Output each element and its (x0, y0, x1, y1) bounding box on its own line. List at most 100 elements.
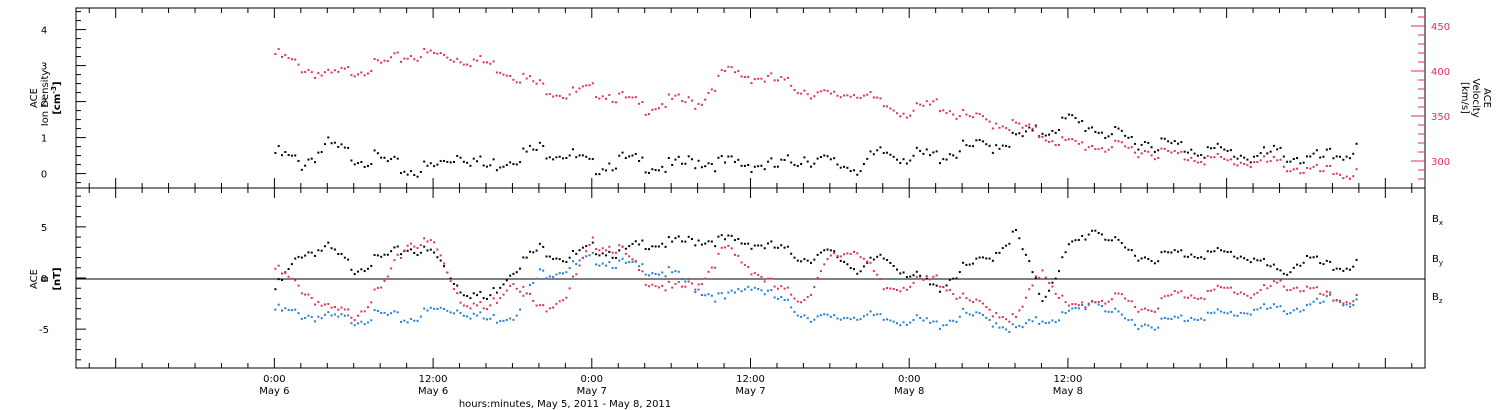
data-point (1339, 301, 1342, 304)
data-point (1044, 139, 1047, 142)
x-tick-date: May 6 (259, 386, 289, 397)
data-point (1054, 277, 1057, 280)
data-point (476, 294, 479, 297)
data-point (707, 92, 710, 95)
data-point (280, 309, 283, 312)
data-point (535, 277, 538, 280)
data-point (363, 310, 366, 313)
data-point (307, 314, 310, 317)
data-point (621, 151, 624, 154)
data-point (1190, 294, 1193, 297)
data-point (390, 312, 393, 315)
data-point (528, 283, 531, 286)
data-point (1342, 302, 1345, 305)
data-point (664, 275, 667, 278)
data-point (1276, 148, 1279, 151)
data-point (1236, 314, 1239, 317)
data-point (1163, 137, 1166, 140)
data-point (836, 256, 839, 259)
data-point (373, 309, 376, 312)
data-point (747, 242, 750, 245)
data-point (545, 310, 548, 313)
data-point (538, 242, 541, 245)
data-point (1339, 267, 1342, 270)
data-point (409, 55, 412, 58)
data-point (909, 285, 912, 288)
data-point (1210, 289, 1213, 292)
data-point (1064, 311, 1067, 314)
data-point (360, 268, 363, 271)
data-point (823, 249, 826, 252)
data-point (1236, 257, 1239, 260)
data-point (1239, 291, 1242, 294)
data-point (495, 291, 498, 294)
data-point (740, 164, 743, 167)
data-point (409, 170, 412, 173)
data-point (661, 103, 664, 106)
series-bz (274, 236, 1358, 323)
data-point (429, 239, 432, 242)
data-point (677, 270, 680, 273)
data-point (902, 112, 905, 115)
data-point (631, 258, 634, 261)
data-point (634, 152, 637, 155)
density-tick-label: 1 (41, 134, 47, 145)
data-point (1147, 309, 1150, 312)
data-point (800, 260, 803, 263)
velocity-label-2: Velocity (1470, 78, 1481, 117)
data-point (433, 251, 436, 254)
data-point (406, 244, 409, 247)
data-point (1001, 144, 1004, 147)
data-point (1259, 288, 1262, 291)
data-point (849, 170, 852, 173)
data-point (866, 93, 869, 96)
data-point (783, 246, 786, 249)
data-point (833, 250, 836, 253)
data-point (581, 256, 584, 259)
legend-by: By (1432, 254, 1443, 267)
data-point (829, 315, 832, 318)
data-point (839, 318, 842, 321)
x-tick-time: 0:00 (898, 374, 920, 385)
data-point (479, 55, 482, 58)
data-point (988, 318, 991, 321)
data-point (466, 295, 469, 298)
data-point (826, 248, 829, 251)
data-point (813, 95, 816, 98)
data-point (776, 246, 779, 249)
data-point (750, 247, 753, 250)
data-point (383, 253, 386, 256)
data-point (462, 294, 465, 297)
data-point (1302, 161, 1305, 164)
data-point (938, 327, 941, 330)
data-point (363, 323, 366, 326)
data-point (502, 165, 505, 168)
data-point (413, 174, 416, 177)
data-point (879, 253, 882, 256)
data-point (499, 286, 502, 289)
data-point (816, 276, 819, 279)
data-point (1177, 250, 1180, 253)
data-point (1120, 313, 1123, 316)
data-point (700, 166, 703, 169)
data-point (985, 306, 988, 309)
data-point (1246, 164, 1249, 167)
data-point (819, 90, 822, 93)
data-point (1332, 157, 1335, 160)
data-point (767, 242, 770, 245)
data-point (757, 287, 760, 290)
data-point (674, 282, 677, 285)
data-point (1054, 131, 1057, 134)
data-point (347, 146, 350, 149)
data-point (562, 157, 565, 160)
data-point (390, 56, 393, 59)
data-point (1107, 135, 1110, 138)
data-point (1005, 126, 1008, 129)
data-point (1339, 299, 1342, 302)
data-point (750, 273, 753, 276)
data-point (998, 147, 1001, 150)
data-point (300, 168, 303, 171)
data-point (786, 154, 789, 157)
data-point (1292, 168, 1295, 171)
data-point (902, 271, 905, 274)
